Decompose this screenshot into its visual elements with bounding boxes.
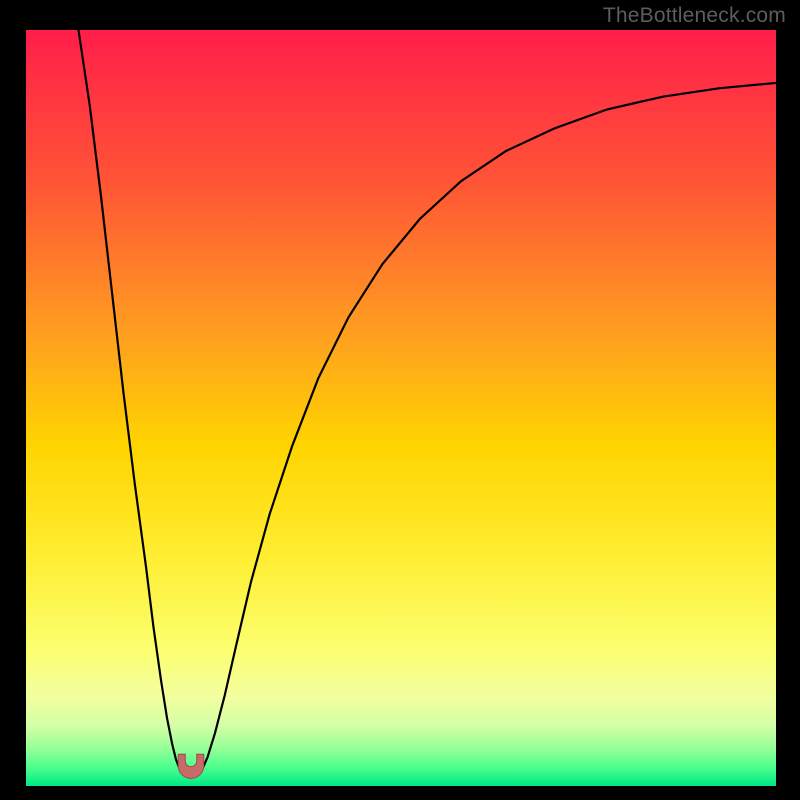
chart-frame: TheBottleneck.com [0, 0, 800, 800]
gradient-background [26, 30, 776, 786]
watermark-text: TheBottleneck.com [603, 4, 786, 28]
plot-area [26, 30, 776, 786]
bottleneck-chart [26, 30, 776, 786]
